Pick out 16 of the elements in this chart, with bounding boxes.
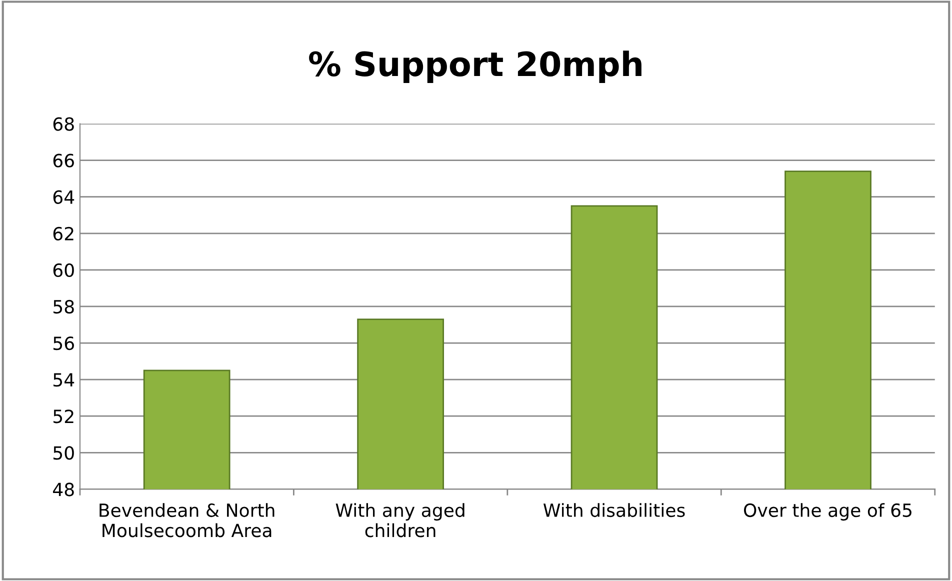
x-tick-label: With any aged children [336, 503, 464, 538]
y-tick-label: 50 [54, 446, 74, 460]
y-tick-label: 68 [53, 117, 74, 131]
y-tick-label: 52 [54, 410, 74, 424]
y-tick-label: 66 [53, 154, 74, 168]
y-tick-label: 58 [54, 300, 74, 314]
y-tick-label: 48 [53, 482, 74, 496]
y-tick-label: 64 [53, 190, 74, 204]
x-tick-label: With disabilities [543, 503, 685, 518]
y-tick-label: 62 [53, 226, 74, 241]
chart-title: % Support 20mph [309, 50, 642, 83]
y-tick-label: 56 [54, 336, 74, 350]
x-tick-label: Bevendean & North Moulsecoomb Area [100, 503, 274, 538]
y-tick-label: 60 [53, 263, 74, 278]
y-tick-label: 54 [54, 373, 74, 387]
x-tick-label: Over the age of 65 [744, 503, 912, 521]
